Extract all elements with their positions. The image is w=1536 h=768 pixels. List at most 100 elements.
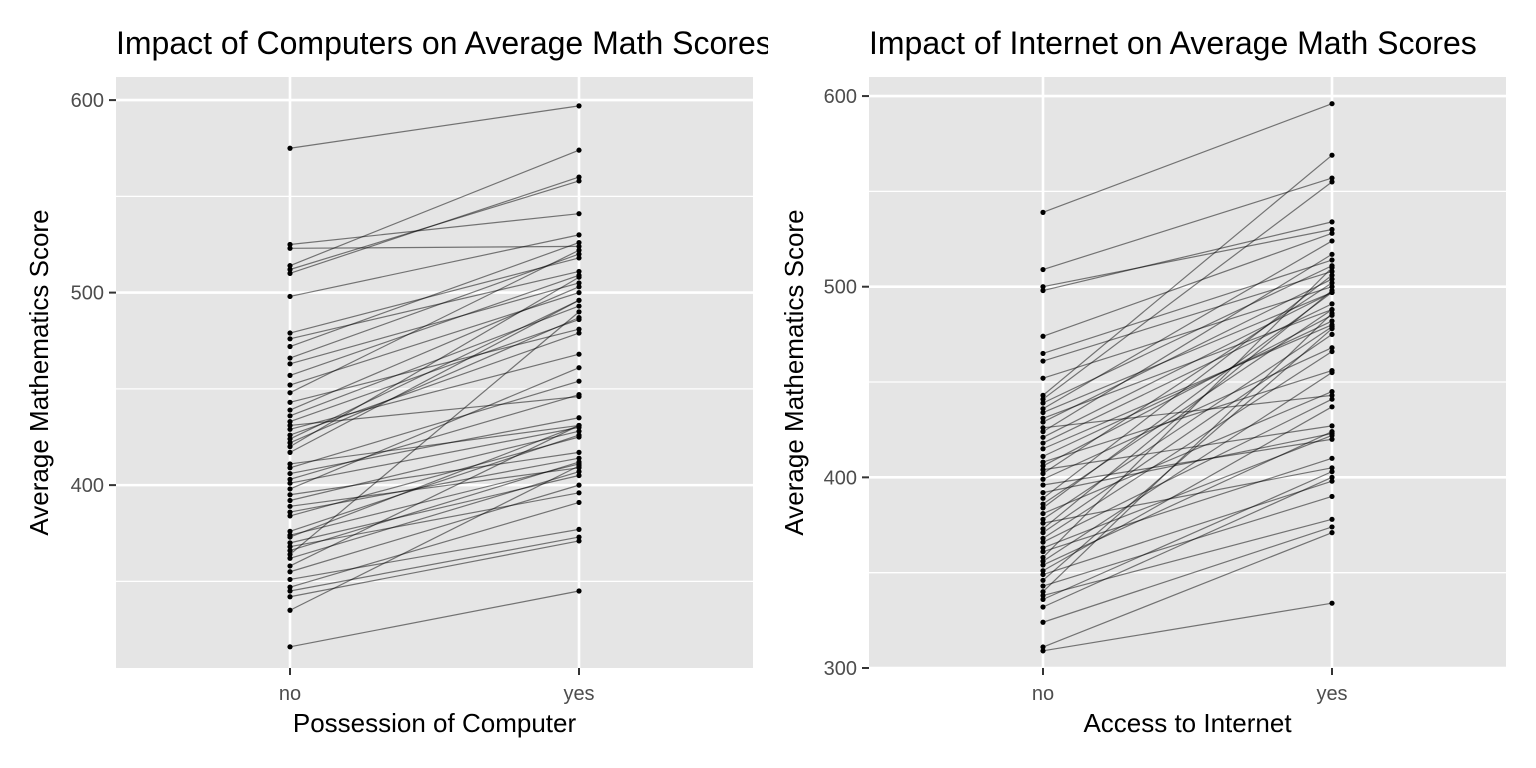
paired-segment: [1042, 328, 1333, 581]
data-point-yes: [1329, 175, 1335, 181]
data-point-no: [1040, 648, 1046, 654]
paired-segment: [289, 492, 580, 548]
data-point-no: [1040, 482, 1046, 488]
data-point-no: [287, 241, 293, 248]
paired-segment: [1042, 347, 1333, 480]
data-point-yes: [576, 428, 582, 434]
data-point-no: [287, 361, 293, 367]
data-point-no: [1040, 434, 1046, 440]
paired-segment: [1042, 312, 1333, 593]
data-point-no: [287, 503, 293, 509]
paired-segment: [1042, 314, 1333, 467]
paired-segment: [289, 299, 580, 440]
paired-segment: [289, 528, 580, 581]
data-point-yes: [576, 378, 582, 384]
data-point-yes: [576, 455, 582, 461]
axis-ticks: 300 400 500 600 no yes: [824, 86, 1348, 705]
data-point-yes: [1329, 265, 1335, 271]
data-point-no: [287, 270, 293, 276]
paired-segment: [1042, 602, 1333, 652]
data-point-no: [1040, 501, 1046, 507]
paired-segment: [289, 424, 580, 465]
data-point-no: [287, 528, 293, 534]
data-point-no: [1040, 530, 1046, 536]
data-point-yes: [1329, 436, 1335, 442]
data-point-yes: [576, 538, 582, 544]
data-point-yes: [1329, 301, 1335, 307]
data-point-no: [287, 407, 293, 413]
data-point-yes: [1329, 306, 1335, 313]
chart-title: Impact of Internet on Average Math Score…: [869, 25, 1477, 61]
data-point-yes: [1329, 152, 1335, 158]
data-point-no: [1040, 470, 1046, 477]
data-point-no: [287, 465, 293, 471]
paired-segment: [289, 317, 580, 444]
data-point-yes: [576, 432, 582, 438]
data-point-no: [287, 486, 293, 492]
paired-segment: [1042, 476, 1333, 608]
data-point-no: [1040, 266, 1046, 273]
paired-segment: [289, 305, 580, 417]
paired-segment: [289, 536, 580, 592]
paired-segment: [289, 245, 580, 249]
data-point-no: [1040, 495, 1046, 501]
data-point-no: [1040, 539, 1046, 545]
paired-segment: [1042, 303, 1333, 444]
y-axis-title: Average Mathematics Score: [779, 209, 809, 535]
paired-segment: [1042, 457, 1333, 553]
paired-segment: [1042, 467, 1333, 524]
paired-segment: [1042, 425, 1333, 471]
gridlines: [116, 77, 753, 668]
data-point-yes: [576, 232, 582, 238]
data-point-no: [1040, 429, 1046, 435]
data-point-no: [287, 293, 293, 300]
data-point-no: [287, 444, 293, 450]
data-point-no: [287, 509, 293, 515]
data-point-yes: [576, 326, 582, 332]
paired-segment: [289, 424, 580, 567]
data-point-no: [287, 426, 293, 432]
data-point-yes: [576, 309, 582, 315]
paired-segment: [289, 467, 580, 507]
data-point-yes: [1329, 392, 1335, 398]
paired-segment: [289, 299, 580, 453]
data-point-no: [1040, 535, 1046, 541]
paired-segment: [289, 430, 580, 502]
data-point-no: [287, 263, 293, 269]
data-point-yes: [576, 239, 582, 246]
data-point-yes: [576, 315, 582, 321]
paired-segment: [1042, 320, 1333, 457]
paired-segment: [289, 311, 580, 555]
data-point-no: [1040, 467, 1046, 473]
paired-segment: [1042, 406, 1333, 572]
data-point-no: [287, 594, 293, 600]
paired-segment: [1042, 370, 1333, 463]
data-point-yes: [1329, 493, 1335, 500]
data-point-yes: [1329, 348, 1335, 355]
data-point-no: [287, 382, 293, 388]
x-tick-label: no: [279, 683, 301, 705]
paired-segment: [289, 501, 580, 588]
chart-panel-computers: 400 500 600 no yes Impact of Computers on Av…: [24, 25, 772, 738]
data-point-yes: [576, 469, 582, 475]
data-point-no: [287, 432, 293, 438]
data-point-yes: [1329, 396, 1335, 402]
data-point-yes: [576, 588, 582, 594]
data-point-no: [1040, 562, 1046, 568]
paired-segment: [1042, 326, 1333, 520]
data-point-yes: [1329, 524, 1335, 530]
data-point-no: [1040, 392, 1046, 398]
title-gap: [768, 0, 870, 70]
data-point-yes: [1329, 272, 1335, 278]
data-point-yes: [576, 243, 582, 250]
data-point-no: [287, 399, 293, 405]
paired-segment: [289, 276, 580, 448]
data-point-yes: [1329, 345, 1335, 351]
axis-ticks: 400 500 600 no yes: [71, 90, 595, 705]
data-point-yes: [1329, 251, 1335, 257]
paired-segment: [1042, 398, 1333, 543]
paired-segment: [1042, 259, 1333, 355]
data-point-yes: [576, 280, 582, 286]
paired-segment: [289, 318, 580, 423]
paired-segment: [289, 367, 580, 490]
